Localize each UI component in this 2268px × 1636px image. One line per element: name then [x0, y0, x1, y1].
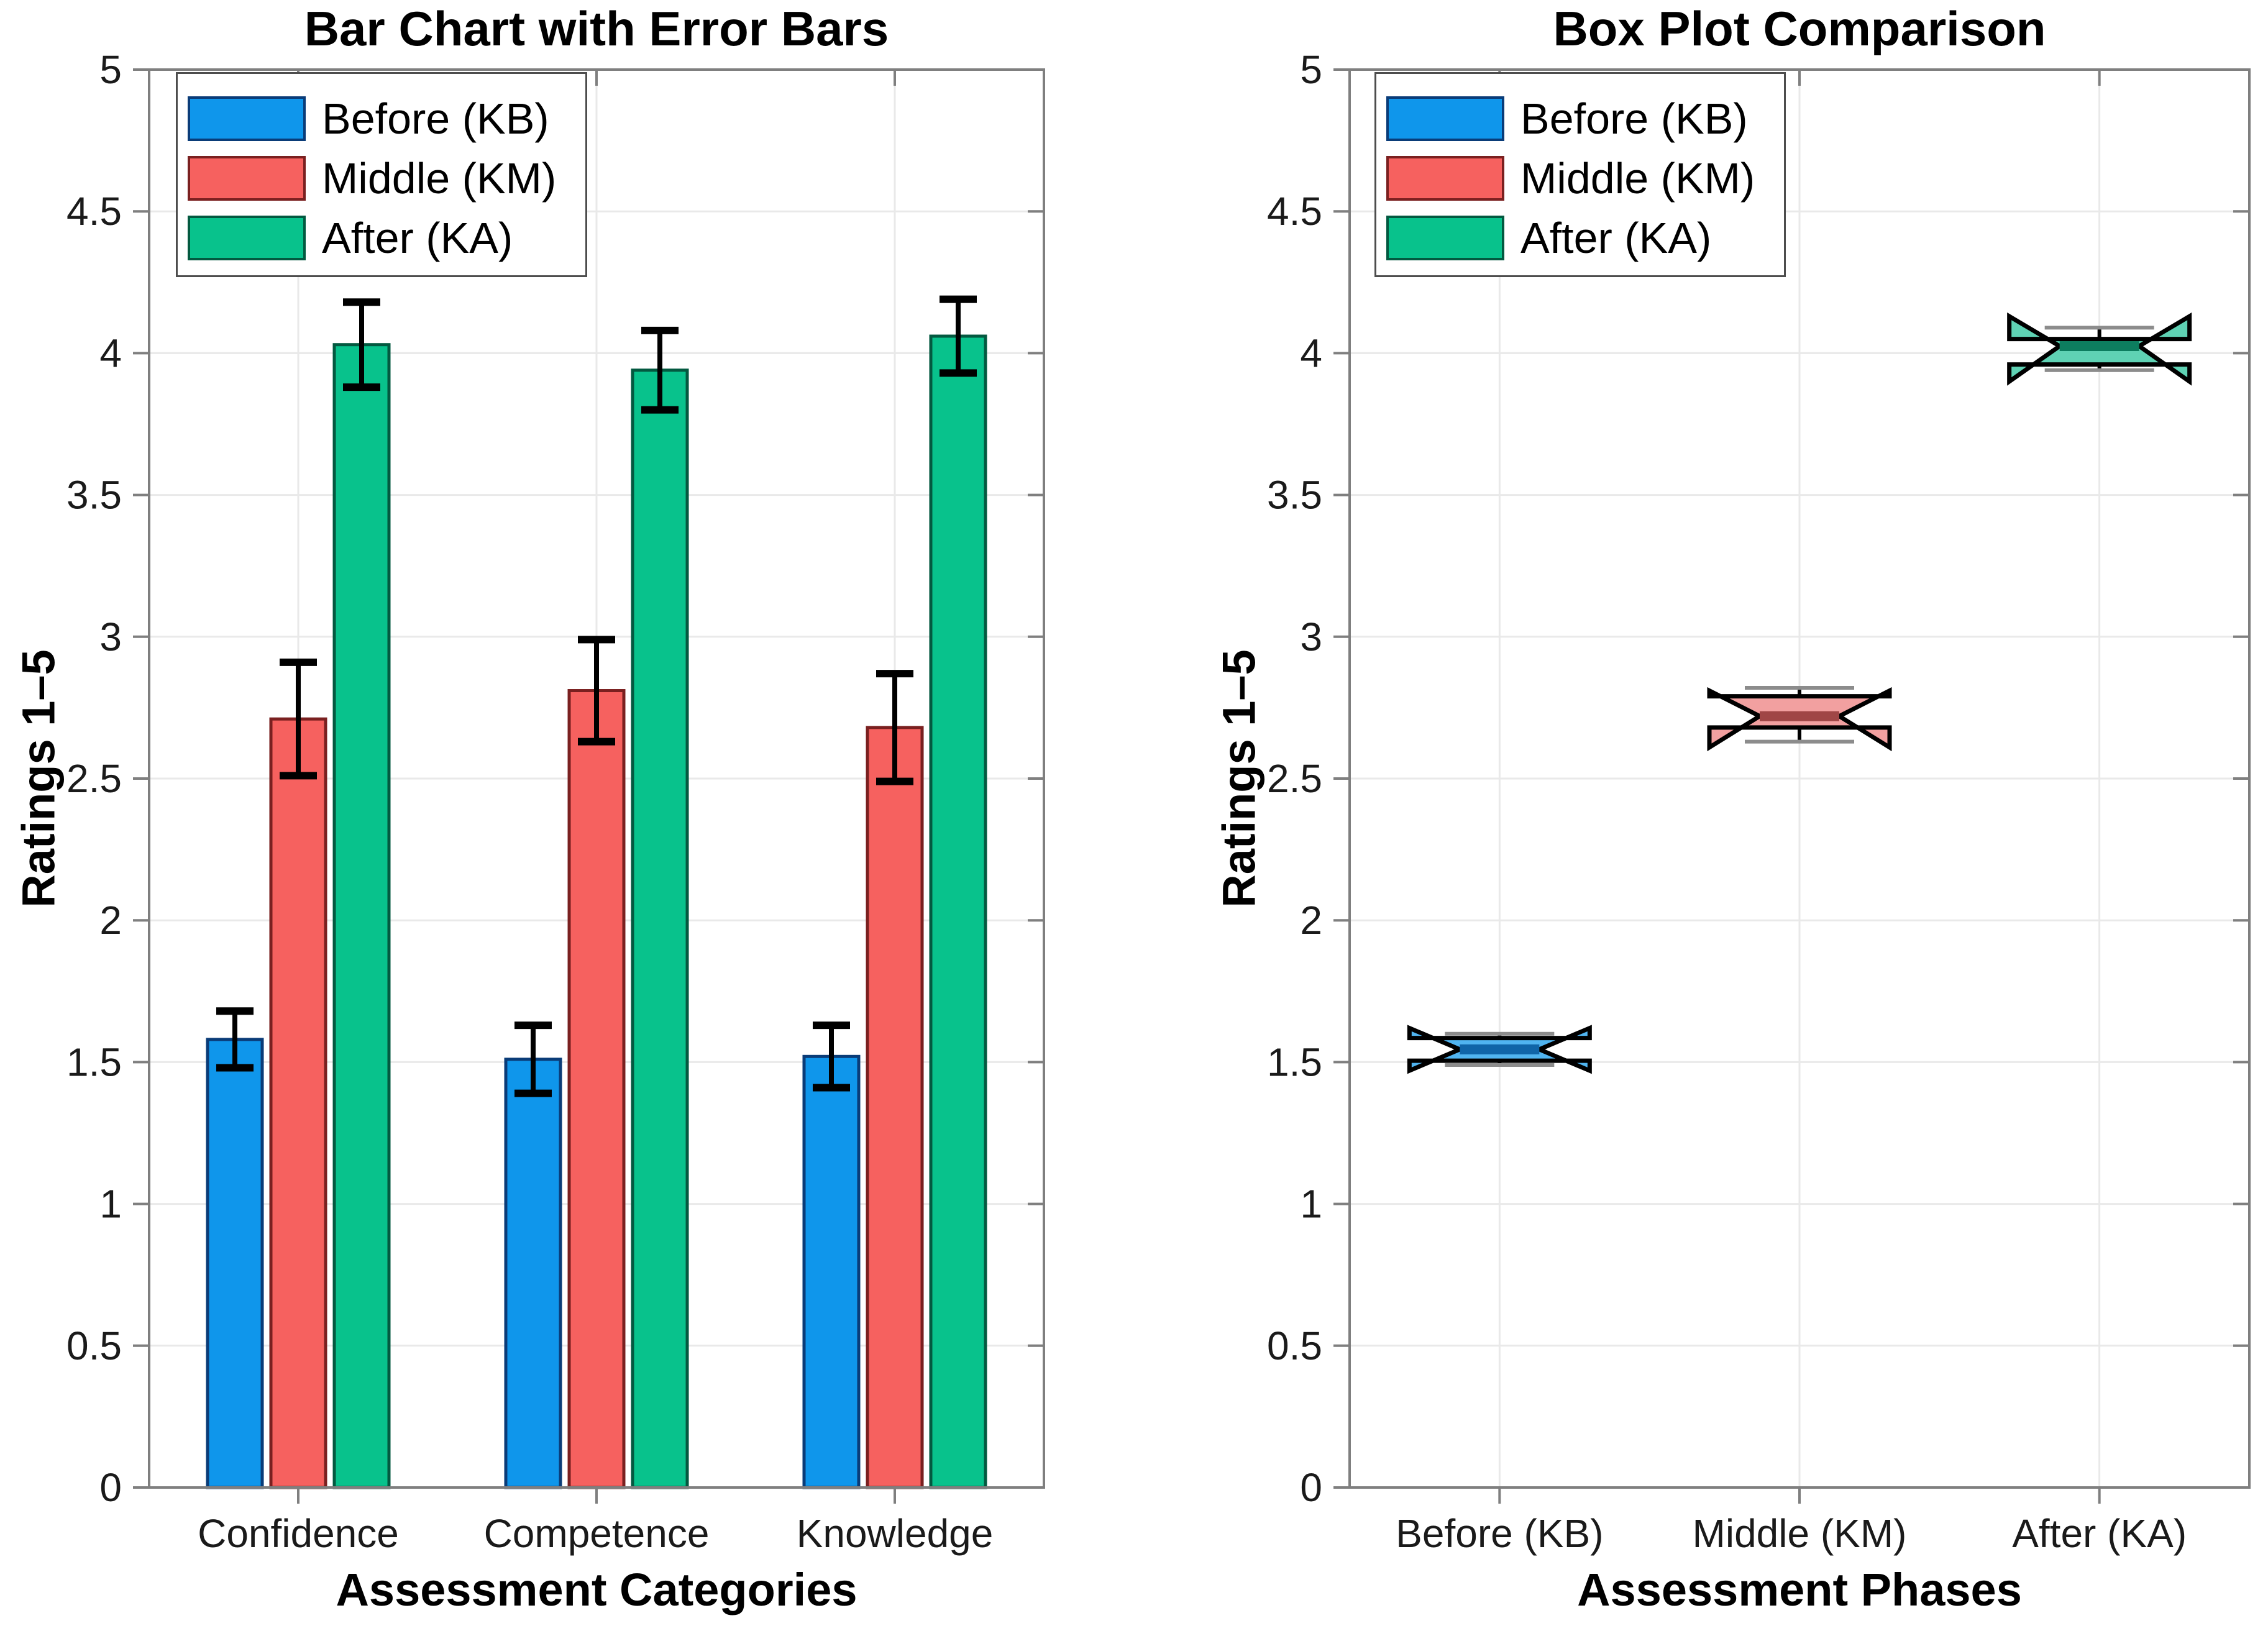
y-tick-label: 5 [99, 47, 122, 92]
x-tick-label: Confidence [198, 1511, 399, 1556]
bar-chart-title: Bar Chart with Error Bars [304, 1, 889, 56]
bar-chart-x-axis-label: Assessment Categories [336, 1564, 857, 1615]
x-tick-label: Competence [484, 1511, 710, 1556]
bar-Before (KB)-Competence [504, 1058, 562, 1489]
y-tick-label: 4 [1300, 331, 1322, 375]
y-tick-label: 1.5 [66, 1040, 122, 1084]
bar-chart-legend: Before (KB) Middle (KM) After (KA) [176, 72, 587, 277]
y-tick-label: 0 [99, 1465, 122, 1510]
y-tick-label: 0.5 [1267, 1323, 1322, 1368]
box-plot-title: Box Plot Comparison [1553, 1, 2046, 56]
legend-swatch-after-ka [188, 216, 306, 260]
legend-swatch-before-kb [188, 96, 306, 141]
legend-label: After (KA) [322, 214, 513, 262]
bar-Before (KB)-Knowledge [802, 1054, 861, 1489]
y-tick-label: 1 [1300, 1182, 1322, 1227]
x-tick-label: Before (KB) [1396, 1511, 1603, 1556]
box-plot-legend: Before (KB) Middle (KM) After (KA) [1374, 72, 1786, 277]
y-tick-label: 2.5 [66, 756, 122, 801]
y-tick-label: 5 [1300, 47, 1322, 92]
box-plot-y-axis-label: Ratings 1–5 [1213, 649, 1265, 908]
legend-swatch-middle-km [188, 156, 306, 201]
legend-label: After (KA) [1520, 214, 1712, 262]
y-tick-label: 2 [1300, 898, 1322, 943]
y-tick-label: 4.5 [1267, 189, 1322, 234]
legend-label: Middle (KM) [1520, 154, 1755, 203]
bar-Middle (KM)-Confidence [269, 717, 327, 1489]
y-tick-label: 3 [1300, 615, 1322, 659]
y-tick-label: 0 [1300, 1465, 1322, 1510]
bar-chart-y-axis-label: Ratings 1–5 [12, 649, 65, 908]
y-tick-label: 3 [99, 615, 122, 659]
y-tick-label: 2 [99, 898, 122, 943]
y-tick-label: 4.5 [66, 189, 122, 234]
legend-item: After (KA) [178, 208, 585, 268]
y-tick-label: 3.5 [1267, 473, 1322, 518]
legend-label: Middle (KM) [322, 154, 557, 203]
legend-item: Before (KB) [1376, 89, 1784, 149]
y-tick-label: 3.5 [66, 473, 122, 518]
x-tick-label: Knowledge [797, 1511, 994, 1556]
y-tick-label: 1 [99, 1182, 122, 1227]
bar-After (KA)-Confidence [332, 343, 391, 1489]
legend-swatch-middle-km [1386, 156, 1504, 201]
bar-After (KA)-Competence [631, 368, 689, 1489]
legend-item: Middle (KM) [178, 149, 585, 208]
y-tick-label: 0.5 [66, 1323, 122, 1368]
y-tick-label: 2.5 [1267, 756, 1322, 801]
box-plot-x-axis-label: Assessment Phases [1577, 1564, 2022, 1615]
legend-label: Before (KB) [322, 94, 549, 143]
bar-Middle (KM)-Competence [567, 689, 626, 1489]
legend-swatch-before-kb [1386, 96, 1504, 141]
legend-item: After (KA) [1376, 208, 1784, 268]
bar-Middle (KM)-Knowledge [866, 726, 924, 1489]
x-tick-label: Middle (KM) [1693, 1511, 1907, 1556]
x-tick-label: After (KA) [2012, 1511, 2187, 1556]
bar-After (KA)-Knowledge [929, 334, 987, 1489]
bar-Before (KB)-Confidence [206, 1038, 264, 1489]
legend-item: Middle (KM) [1376, 149, 1784, 208]
y-tick-label: 4 [99, 331, 122, 375]
legend-swatch-after-ka [1386, 216, 1504, 260]
legend-label: Before (KB) [1520, 94, 1748, 143]
y-tick-label: 1.5 [1267, 1040, 1322, 1084]
legend-item: Before (KB) [178, 89, 585, 149]
